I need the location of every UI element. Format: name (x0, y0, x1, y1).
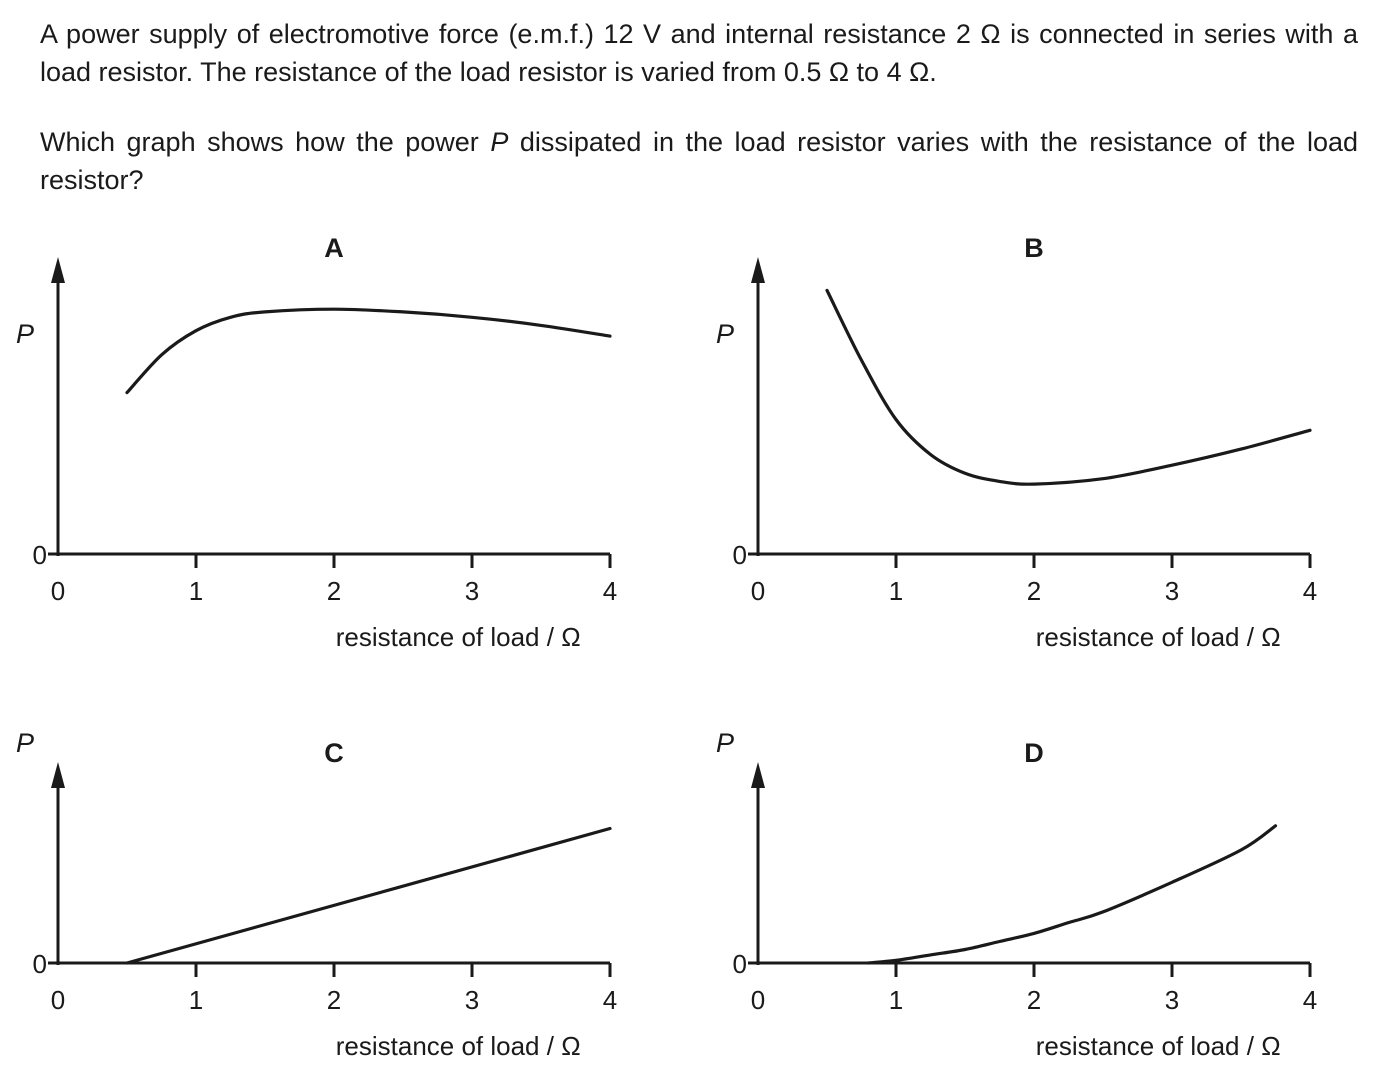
graph-c-x-tick-label: 0 (51, 985, 65, 1015)
graph-b-x-tick-label: 0 (751, 576, 765, 606)
graph-d-y-label: P (716, 728, 734, 758)
graph-d-x-tick-label: 3 (1165, 985, 1179, 1015)
graph-d-title: D (1024, 738, 1044, 768)
graph-b-x-label: resistance of load / Ω (1036, 622, 1281, 652)
graph-a-x-tick-label: 4 (603, 576, 617, 606)
graph-c-y-tick-label: 0 (33, 949, 47, 979)
graph-b-title: B (1024, 233, 1044, 263)
graph-a-x-tick-label: 1 (189, 576, 203, 606)
graph-c-title: C (324, 738, 344, 768)
graph-b-x-tick-label: 4 (1303, 576, 1317, 606)
graph-c-x-tick-label: 2 (327, 985, 341, 1015)
graph-b-curve (825, 288, 1312, 486)
graph-b-x-tick-label: 2 (1027, 576, 1041, 606)
graph-c-x-label: resistance of load / Ω (336, 1031, 581, 1061)
graph-d-x-tick-label: 1 (889, 985, 903, 1015)
graph-d-x-tick-label: 0 (751, 985, 765, 1015)
graph-a-x-tick-label: 3 (465, 576, 479, 606)
graph-d-curve (866, 824, 1278, 965)
question-text-2-content: Which graph shows how the power P dissip… (40, 127, 1358, 195)
graph-a-curve (125, 307, 612, 395)
graph-b-x-tick-label: 1 (889, 576, 903, 606)
graph-a-y-tick-label: 0 (33, 540, 47, 570)
graph-a-x-tick-label: 2 (327, 576, 341, 606)
graph-b-y-arrow (751, 257, 765, 283)
graph-a-x-tick-label: 0 (51, 576, 65, 606)
graph-a-title: A (324, 233, 344, 263)
graph-c-y-label: P (16, 728, 34, 758)
graph-a-y-arrow (51, 257, 65, 283)
graph-c-x-tick-label: 3 (465, 985, 479, 1015)
graph-d-x-tick-label: 4 (1303, 985, 1317, 1015)
graph-c-x-tick-label: 4 (603, 985, 617, 1015)
question-text-2: Which graph shows how the power P dissip… (40, 123, 1358, 199)
graph-d-y-arrow (751, 762, 765, 788)
graph-c-x-tick-label: 1 (189, 985, 203, 1015)
graph-b-x-tick-label: 3 (1165, 576, 1179, 606)
symbol-p: P (490, 127, 509, 157)
graph-c-curve (125, 826, 612, 965)
graph-c-y-arrow (51, 762, 65, 788)
question-text-1: A power supply of electromotive force (e… (40, 19, 1358, 87)
graph-d-x-label: resistance of load / Ω (1036, 1031, 1281, 1061)
graph-d-x-tick-label: 2 (1027, 985, 1041, 1015)
graph-b-y-label: P (716, 319, 734, 349)
graph-a-x-label: resistance of load / Ω (336, 622, 581, 652)
graph-b-y-tick-label: 0 (733, 540, 747, 570)
graph-a-y-label: P (16, 319, 34, 349)
graph-d-y-tick-label: 0 (733, 949, 747, 979)
